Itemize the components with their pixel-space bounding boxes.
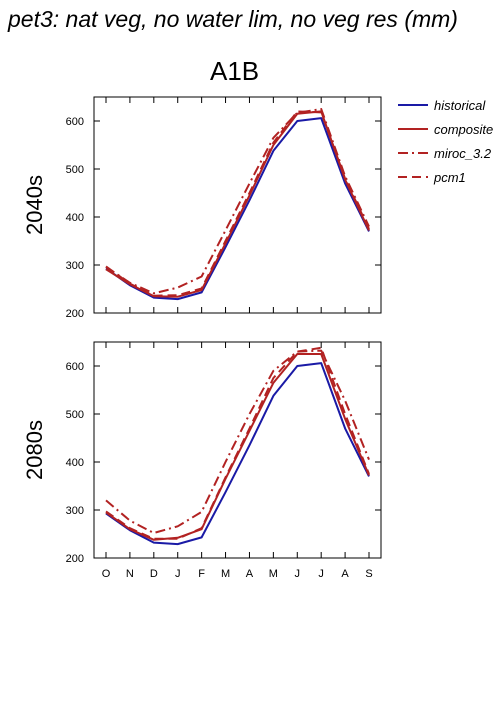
x-tick-label: O bbox=[102, 568, 111, 580]
panel-2080s: 200 300 400 500 600 O N D J F M A M J J A S 2080s bbox=[22, 341, 382, 580]
x-tick-label: A bbox=[246, 568, 254, 580]
plot-frame bbox=[93, 341, 382, 559]
legend-label-historical: historical bbox=[434, 98, 486, 113]
legend: historical composite miroc_3.2 pcm1 bbox=[398, 98, 493, 185]
x-tick-label: M bbox=[269, 568, 278, 580]
series-line-pcm1 bbox=[105, 110, 370, 297]
y-tick-label: 500 bbox=[66, 409, 84, 421]
y-tick-label: 200 bbox=[66, 553, 84, 565]
series-line-historical bbox=[105, 362, 370, 546]
page-title: pet3: nat veg, no water lim, no veg res … bbox=[8, 6, 458, 32]
y-tick-label: 600 bbox=[66, 361, 84, 373]
legend-label-miroc_3.2: miroc_3.2 bbox=[434, 146, 492, 161]
y-tick-label: 300 bbox=[66, 505, 84, 517]
y-tick-label: 500 bbox=[66, 164, 84, 176]
x-tick-label: D bbox=[150, 568, 158, 580]
series-line-composite bbox=[105, 353, 370, 541]
series-line-historical bbox=[105, 117, 370, 301]
y-tick-label: 200 bbox=[66, 308, 84, 320]
legend-label-composite: composite bbox=[434, 122, 493, 137]
legend-label-pcm1: pcm1 bbox=[433, 170, 466, 185]
x-tick-label: S bbox=[365, 568, 372, 580]
series-line-miroc_3.2 bbox=[105, 108, 370, 295]
x-tick-label: J bbox=[295, 568, 301, 580]
y-tick-label: 400 bbox=[66, 212, 84, 224]
x-tick-label: F bbox=[198, 568, 205, 580]
scenario-title: A1B bbox=[210, 56, 260, 86]
panel-2040s: 200 300 400 500 600 2040s bbox=[22, 96, 382, 320]
x-tick-label: M bbox=[221, 568, 230, 580]
x-tick-label: A bbox=[341, 568, 349, 580]
y-tick-label: 300 bbox=[66, 260, 84, 272]
row-label: 2080s bbox=[22, 420, 47, 480]
x-tick-label: J bbox=[318, 568, 324, 580]
plot-frame bbox=[93, 96, 382, 314]
row-label: 2040s bbox=[22, 175, 47, 235]
x-tick-label: N bbox=[126, 568, 134, 580]
series-line-pcm1 bbox=[105, 346, 370, 540]
x-tick-label: J bbox=[175, 568, 181, 580]
y-tick-label: 400 bbox=[66, 457, 84, 469]
y-tick-label: 600 bbox=[66, 116, 84, 128]
